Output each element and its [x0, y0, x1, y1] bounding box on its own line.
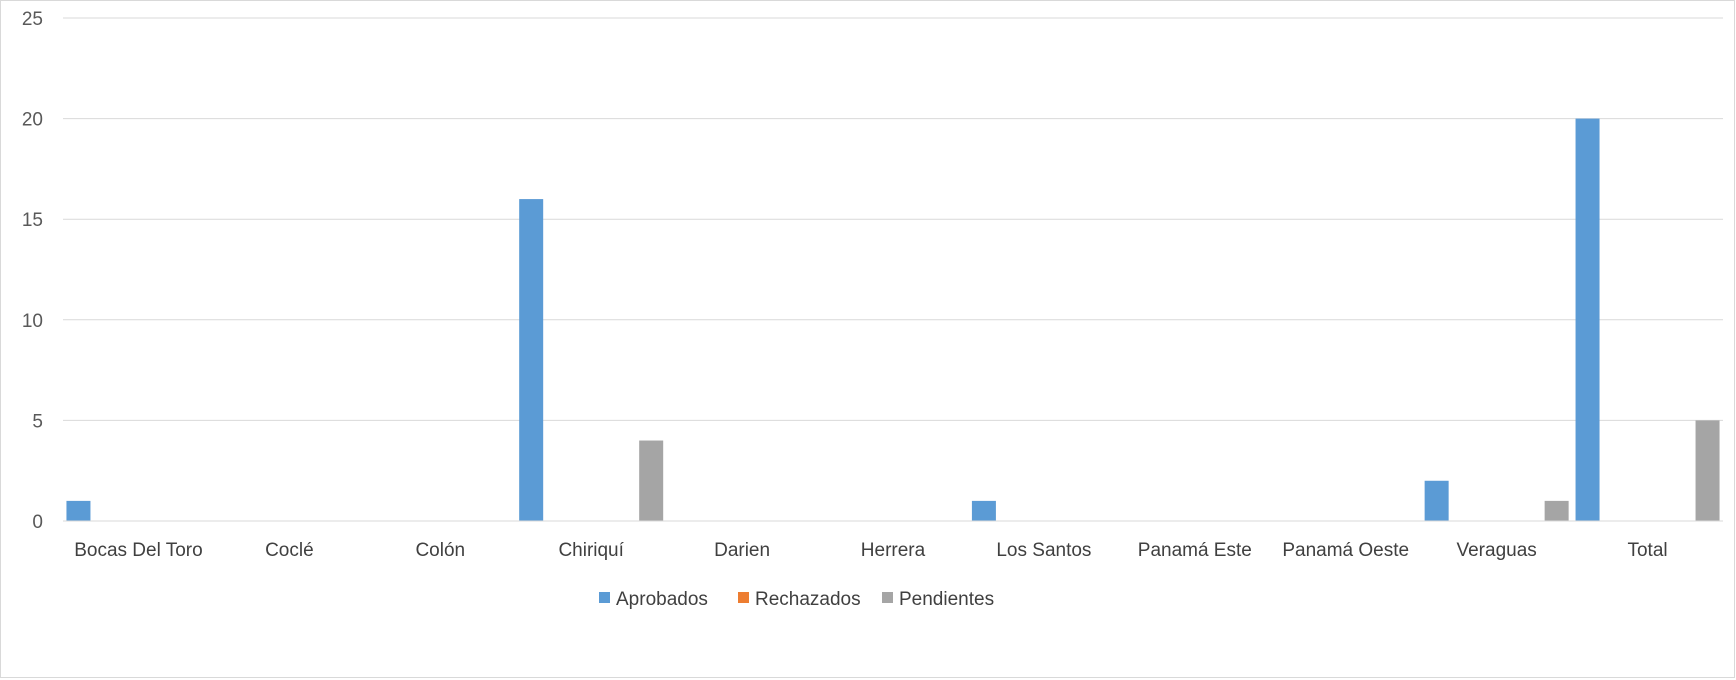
axes: 0 5 10 15 20 25 Bocas Del Toro Coclé Colón Chiriq… [22, 9, 1723, 561]
x-category-label: Chiriquí [558, 540, 624, 561]
legend-swatch-aprobados [599, 592, 610, 603]
bars [66, 118, 1720, 521]
bar-aprobados-9 [1424, 480, 1449, 521]
bar-aprobados-6 [971, 500, 996, 521]
x-category-label: Total [1627, 540, 1667, 561]
x-category-label: Panamá Este [1138, 540, 1252, 561]
bar-pendientes-10 [1695, 420, 1720, 521]
x-category-label: Veraguas [1456, 540, 1536, 561]
y-tick-label: 0 [32, 512, 43, 533]
legend: Aprobados Rechazados Pendientes [599, 589, 994, 610]
legend-label-rechazados: Rechazados [755, 589, 861, 610]
bar-aprobados-0 [66, 500, 91, 521]
y-tick-label: 20 [22, 110, 43, 131]
legend-label-aprobados: Aprobados [616, 589, 708, 610]
x-category-label: Panamá Oeste [1282, 540, 1409, 561]
x-category-label: Coclé [265, 540, 314, 561]
x-category-label: Bocas Del Toro [74, 540, 203, 561]
bar-aprobados-10 [1575, 118, 1600, 521]
y-tick-label: 5 [32, 411, 43, 432]
x-category-label: Darien [714, 540, 770, 561]
legend-label-pendientes: Pendientes [899, 589, 994, 610]
x-category-label: Herrera [861, 540, 926, 561]
bar-pendientes-9 [1544, 500, 1569, 521]
y-tick-label: 25 [22, 9, 43, 30]
y-tick-label: 10 [22, 311, 43, 332]
x-category-label: Colón [415, 540, 465, 561]
legend-swatch-pendientes [882, 592, 893, 603]
legend-swatch-rechazados [738, 592, 749, 603]
bar-pendientes-3 [639, 440, 664, 521]
y-tick-label: 15 [22, 210, 43, 231]
bar-aprobados-3 [519, 199, 544, 521]
gridlines [63, 17, 1723, 522]
x-category-label: Los Santos [996, 540, 1091, 561]
